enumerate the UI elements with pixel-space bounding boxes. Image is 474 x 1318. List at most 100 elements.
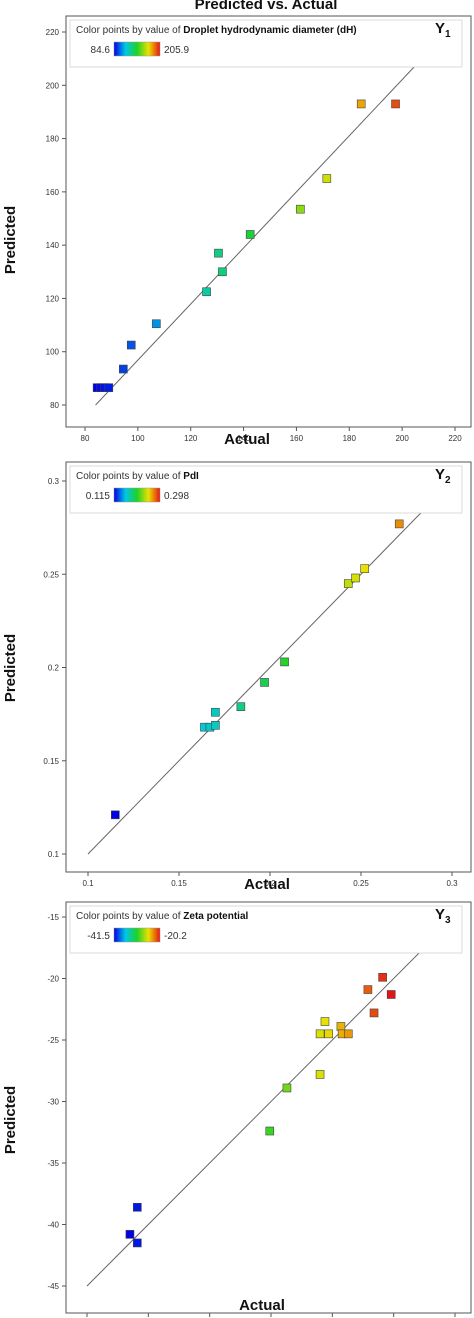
chart-1-x-tick-label: 140 <box>237 434 251 443</box>
chart-2-y-tick-label: 0.15 <box>43 757 59 766</box>
chart-3-y-tick-label: -15 <box>47 913 59 922</box>
chart-2-legend-prefix: Color points by value of <box>76 471 183 482</box>
chart-1-y-axis-label: Predicted <box>2 206 19 274</box>
chart-1-point-11 <box>245 230 255 239</box>
chart-3-point-13 <box>363 985 373 994</box>
chart-3-legend-prefix: Color points by value of <box>76 911 183 922</box>
chart-2: 0.1 0.15 0.2 0.25 0.3 0.1 0.15 0.2 0.25 0.3 Color … <box>2 461 472 893</box>
chart-1-y-tick-label: 160 <box>46 188 60 197</box>
chart-1-x-tick-label: 120 <box>184 434 198 443</box>
chart-3-point-6 <box>315 1070 325 1079</box>
chart-1-point-10 <box>218 267 227 277</box>
chart-3-point-5 <box>282 1083 292 1093</box>
chart-1-y-tick-label: 180 <box>46 135 60 144</box>
chart-3-point-3 <box>132 1238 142 1248</box>
chart-3-point-9 <box>324 1029 333 1039</box>
chart-2-point-8 <box>280 657 289 667</box>
chart-2-point-11 <box>360 564 369 573</box>
chart-1-x-tick-label: 180 <box>343 434 357 443</box>
chart-2-x-axis-label: Actual <box>244 876 290 893</box>
chart-1-x-tick-label: 100 <box>131 434 145 443</box>
chart-3-point-8 <box>320 1017 330 1026</box>
chart-3-x-axis-label: Actual <box>239 1297 285 1314</box>
chart-1-y-tick-label: 140 <box>46 241 60 250</box>
chart-3-y-tick-label: -25 <box>47 1036 59 1045</box>
chart-1: 80 100 120 140 160 180 200 220 80 100 120 140 160 180… <box>2 15 472 448</box>
chart-2-legend-min: 0.115 <box>86 491 111 502</box>
chart-2-point-7 <box>260 678 269 687</box>
chart-1-point-13 <box>322 174 332 183</box>
chart-2-reference-line <box>87 480 453 855</box>
chart-3-y-tick-label: -35 <box>47 1159 59 1168</box>
chart-1-point-7 <box>152 319 161 329</box>
chart-2-response-label: Y2 <box>435 466 451 486</box>
chart-2-point-5 <box>211 707 220 717</box>
chart-1-x-tick-label: 160 <box>290 434 304 443</box>
chart-3-reference-line <box>86 916 456 1287</box>
chart-1-color-scale <box>113 41 161 57</box>
chart-2-point-12 <box>394 519 404 529</box>
chart-2-legend-variable: PdI <box>183 471 199 482</box>
chart-1-point-12 <box>296 204 305 214</box>
chart-2-legend-max: 0.298 <box>164 491 189 502</box>
chart-3-point-2 <box>132 1202 142 1212</box>
chart-2-point-9 <box>343 579 353 588</box>
chart-3-point-15 <box>378 972 387 982</box>
chart-2-legend-text: Color points by value of PdI <box>76 471 199 482</box>
chart-1-legend-max: 205.9 <box>164 45 189 56</box>
chart-2-x-tick-label: 0.2 <box>264 879 276 888</box>
chart-3-y-axis-label: Predicted <box>2 1086 19 1154</box>
chart-2-y-tick-label: 0.3 <box>48 477 60 486</box>
chart-2-point-6 <box>236 702 246 711</box>
chart-3-legend-text: Color points by value of Zeta potential <box>76 911 249 922</box>
chart-3-plot-frame <box>65 901 472 1314</box>
chart-3-point-14 <box>369 1008 379 1018</box>
chart-3-legend-min: -41.5 <box>87 931 110 942</box>
chart-2-x-tick-label: 0.1 <box>82 879 94 888</box>
chart-3-y-tick-label: -45 <box>47 1282 59 1291</box>
chart-1-point-14 <box>356 99 366 109</box>
chart-3-point-7 <box>315 1029 325 1039</box>
chart-2-x-tick-label: 0.25 <box>353 879 369 888</box>
chart-1-point-6 <box>126 340 136 350</box>
chart-2-point-4 <box>211 721 220 730</box>
chart-2-y-tick-label: 0.25 <box>43 570 59 579</box>
chart-3-y-tick-label: -20 <box>47 975 59 984</box>
chart-2-color-scale <box>113 487 161 503</box>
chart-2-point-1 <box>111 810 120 820</box>
chart-1-legend-prefix: Color points by value of <box>76 25 183 36</box>
chart-1-point-5 <box>119 364 128 374</box>
chart-1-point-9 <box>214 248 223 258</box>
chart-3-point-10 <box>336 1022 346 1031</box>
chart-1-response-label: Y1 <box>435 20 451 40</box>
chart-3-y-tick-label: -40 <box>47 1221 59 1230</box>
chart-3-point-4 <box>265 1126 275 1136</box>
chart-1-point-15 <box>391 99 400 109</box>
chart-1-y-tick-label: 80 <box>50 401 59 410</box>
chart-2-y-axis-label: Predicted <box>2 634 19 702</box>
chart-2-x-tick-label: 0.3 <box>446 879 458 888</box>
chart-1-y-tick-label: 200 <box>46 81 60 90</box>
chart-3-color-scale <box>113 927 161 943</box>
chart-3: -45-40-35-30-25-20-15-45-40-35-30-25-20-… <box>2 901 472 1317</box>
figure-title: Predicted vs. Actual <box>195 0 338 13</box>
chart-3-legend-variable: Zeta potential <box>183 911 248 922</box>
chart-2-x-tick-label: 0.15 <box>171 879 187 888</box>
chart-3-y-tick-label: -30 <box>47 1098 59 1107</box>
chart-1-y-tick-label: 100 <box>46 348 60 357</box>
chart-1-legend-min: 84.6 <box>91 45 111 56</box>
chart-1-legend-text: Color points by value of Droplet hydrody… <box>76 25 357 36</box>
chart-3-response-label: Y3 <box>435 906 451 926</box>
chart-2-y-tick-label: 0.1 <box>48 850 60 859</box>
chart-3-point-16 <box>386 990 396 999</box>
chart-1-legend-variable: Droplet hydrodynamic diameter (dH) <box>183 25 356 36</box>
chart-1-x-axis-label: Actual <box>224 431 270 448</box>
chart-1-x-tick-label: 200 <box>395 434 409 443</box>
chart-3-point-1 <box>125 1230 135 1239</box>
chart-1-x-tick-label: 80 <box>81 434 90 443</box>
chart-3-point-12 <box>343 1029 353 1039</box>
chart-1-y-tick-label: 220 <box>46 28 60 37</box>
chart-1-y-tick-label: 120 <box>46 294 60 303</box>
chart-2-point-10 <box>351 573 360 583</box>
